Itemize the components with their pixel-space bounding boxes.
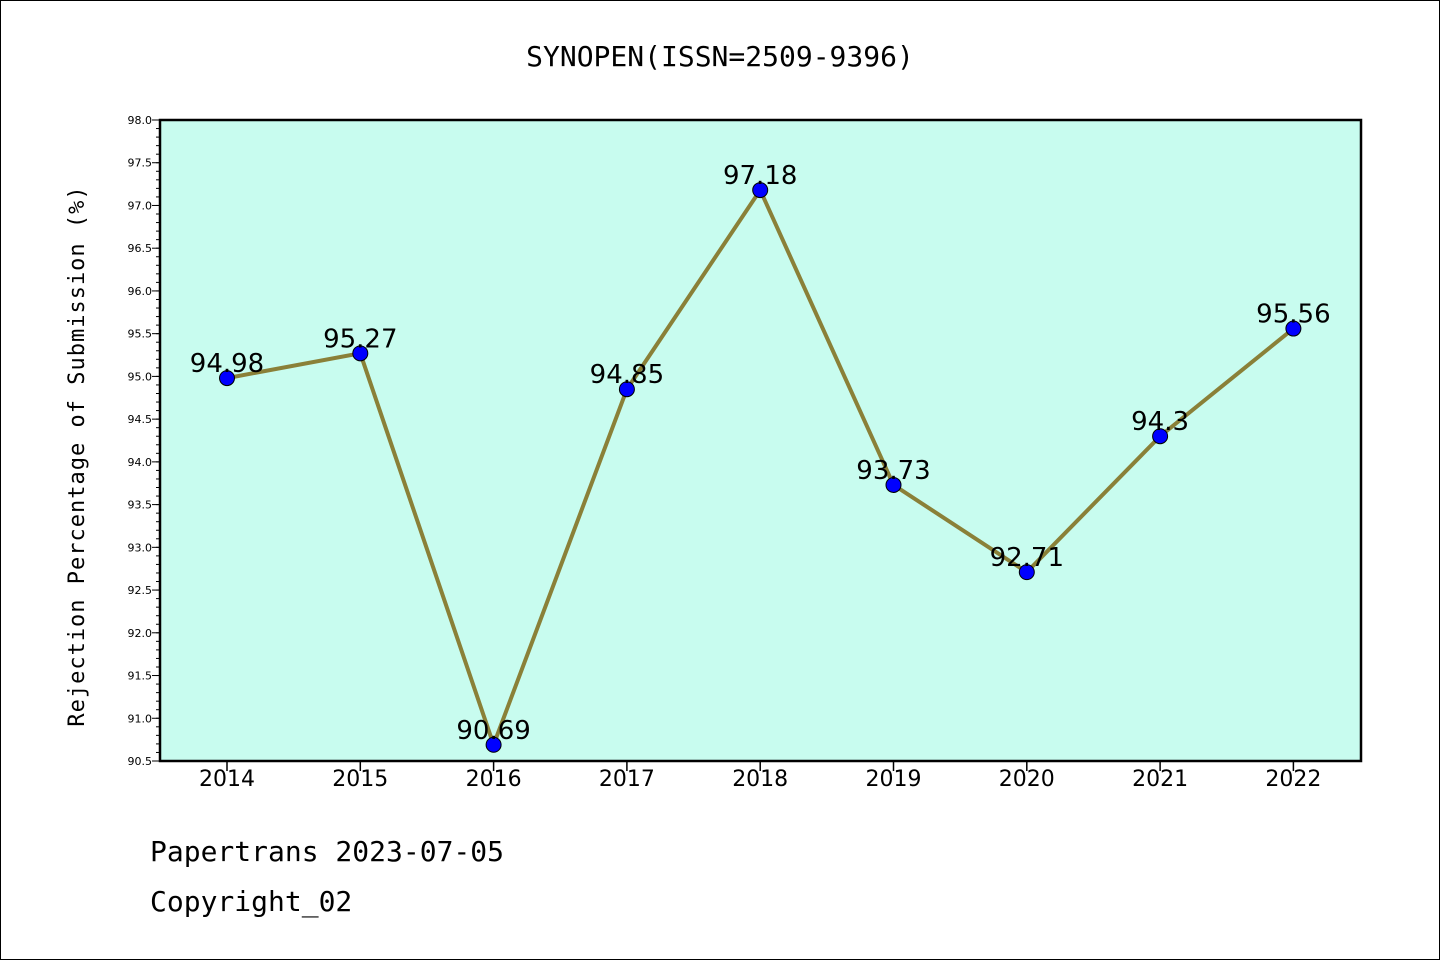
y-tick-label: 91.0 <box>128 712 153 725</box>
data-point <box>1152 428 1169 445</box>
data-point <box>352 345 369 362</box>
x-tick-label: 2017 <box>599 767 655 792</box>
chart-title: SYNOPEN(ISSN=2509-9396) <box>526 40 914 73</box>
data-point <box>618 381 635 398</box>
y-tick-label: 95.5 <box>128 328 153 341</box>
x-tick-label: 2019 <box>866 767 922 792</box>
y-tick-label: 97.0 <box>128 199 153 212</box>
x-tick-label: 2020 <box>999 767 1055 792</box>
plot-area <box>160 120 1361 761</box>
y-tick-label: 93.5 <box>128 499 153 512</box>
y-tick-label: 96.5 <box>128 242 153 255</box>
y-tick-label: 91.5 <box>128 670 153 683</box>
y-tick-label: 93.0 <box>128 541 153 554</box>
data-point <box>885 476 902 493</box>
data-label: 93.73 <box>856 456 930 486</box>
data-labels: 94.98 95.27 90.69 94.85 97.18 93.73 92.71 94.3 9… <box>190 161 1331 746</box>
data-label: 92.71 <box>990 543 1064 573</box>
y-tick-label: 97.5 <box>128 157 153 170</box>
y-axis: 90.5 91.0 91.5 92.0 92.5 93.0 93.5 94.0 94.5 95.0… <box>128 114 160 768</box>
data-points <box>219 182 1302 753</box>
data-point <box>1018 564 1035 581</box>
plot-border <box>158 118 1363 763</box>
data-label: 90.69 <box>456 716 530 746</box>
footer-copyright: Copyright_02 <box>150 885 353 918</box>
x-axis: 2014 2015 2016 2017 2018 2019 2020 2021 2022 <box>199 761 1321 792</box>
footer-date: Papertrans 2023-07-05 <box>150 835 505 868</box>
y-axis-label: Rejection Percentage of Submission (%) <box>65 185 90 726</box>
y-tick-label: 92.5 <box>128 584 153 597</box>
data-label: 95.56 <box>1256 300 1330 330</box>
y-tick-label: 95.0 <box>128 370 153 383</box>
x-tick-label: 2021 <box>1132 767 1188 792</box>
data-label: 97.18 <box>723 161 797 191</box>
data-point <box>1285 320 1302 337</box>
y-tick-label: 94.0 <box>128 456 153 469</box>
data-label: 95.27 <box>323 324 397 354</box>
y-tick-label: 90.5 <box>128 755 153 768</box>
y-tick-label: 92.0 <box>128 627 153 640</box>
data-point <box>485 736 502 753</box>
x-tick-label: 2018 <box>732 767 788 792</box>
x-tick-label: 2014 <box>199 767 255 792</box>
data-label: 94.85 <box>590 360 664 390</box>
x-tick-label: 2015 <box>332 767 388 792</box>
data-label: 94.3 <box>1131 407 1189 437</box>
x-tick-label: 2016 <box>466 767 522 792</box>
y-tick-label: 96.0 <box>128 285 153 298</box>
data-point <box>752 182 769 199</box>
data-point <box>219 370 235 387</box>
x-tick-label: 2022 <box>1265 767 1321 792</box>
data-label: 94.98 <box>190 349 264 379</box>
y-tick-label: 94.5 <box>128 413 153 426</box>
y-tick-label: 98.0 <box>128 114 153 127</box>
